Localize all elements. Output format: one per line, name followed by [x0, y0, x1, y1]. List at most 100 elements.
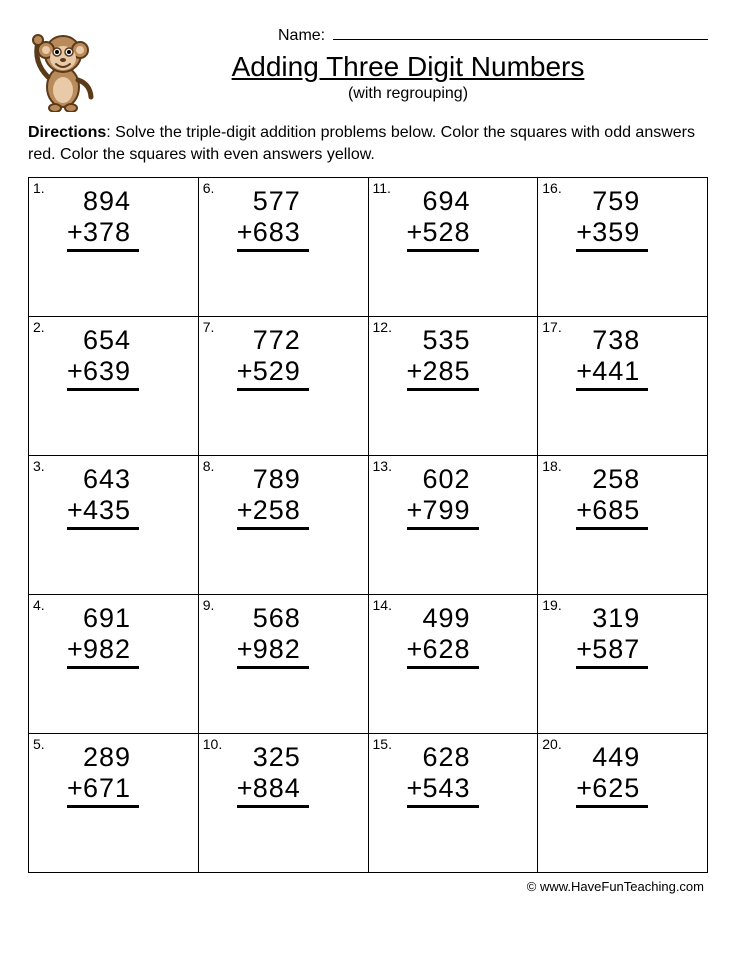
- addend-top: 738: [576, 325, 640, 356]
- problem-cell: 9. 568+982: [198, 595, 368, 734]
- problem-number: 20.: [542, 736, 561, 752]
- problem-number: 3.: [33, 458, 45, 474]
- problem-cell: 10.325+884: [198, 734, 368, 873]
- plus-sign: +: [576, 773, 592, 804]
- addend-bottom: 625: [592, 773, 640, 804]
- footer-credit: © www.HaveFunTeaching.com: [28, 879, 708, 894]
- addend-bottom: 359: [592, 217, 640, 248]
- page-title: Adding Three Digit Numbers: [108, 51, 708, 83]
- addend-bottom: 528: [423, 217, 471, 248]
- addend-bottom-row: +587: [576, 634, 648, 669]
- addition-problem: 449+625: [576, 742, 640, 808]
- addition-problem: 894+378: [67, 186, 131, 252]
- problem-number: 13.: [373, 458, 392, 474]
- addend-top: 789: [237, 464, 301, 495]
- problem-cell: 3.643+435: [29, 456, 199, 595]
- addend-bottom-row: +529: [237, 356, 309, 391]
- addend-bottom-row: +258: [237, 495, 309, 530]
- addend-bottom-row: +683: [237, 217, 309, 252]
- addend-top: 691: [67, 603, 131, 634]
- addend-bottom-row: +435: [67, 495, 139, 530]
- addition-problem: 789+258: [237, 464, 301, 530]
- problem-cell: 19.319+587: [538, 595, 708, 734]
- problem-number: 8.: [203, 458, 215, 474]
- addend-bottom-row: +359: [576, 217, 648, 252]
- addend-bottom: 683: [253, 217, 301, 248]
- page-subtitle: (with regrouping): [108, 85, 708, 103]
- addend-top: 319: [576, 603, 640, 634]
- addition-problem: 577+683: [237, 186, 301, 252]
- addition-problem: 602+799: [407, 464, 471, 530]
- plus-sign: +: [67, 356, 83, 387]
- problem-cell: 8. 789+258: [198, 456, 368, 595]
- plus-sign: +: [576, 217, 592, 248]
- name-input-line[interactable]: [333, 22, 708, 40]
- addend-top: 499: [407, 603, 471, 634]
- addend-bottom: 435: [83, 495, 131, 526]
- problem-number: 14.: [373, 597, 392, 613]
- plus-sign: +: [407, 773, 423, 804]
- addition-problem: 694+528: [407, 186, 471, 252]
- addend-top: 694: [407, 186, 471, 217]
- directions-text: Directions: Solve the triple-digit addit…: [28, 122, 708, 165]
- addition-problem: 654+639: [67, 325, 131, 391]
- addend-bottom: 685: [592, 495, 640, 526]
- addition-problem: 628+543: [407, 742, 471, 808]
- plus-sign: +: [67, 217, 83, 248]
- addition-problem: 499+628: [407, 603, 471, 669]
- addend-bottom: 982: [253, 634, 301, 665]
- plus-sign: +: [67, 634, 83, 665]
- addend-bottom-row: +378: [67, 217, 139, 252]
- addend-bottom: 639: [83, 356, 131, 387]
- problem-number: 6.: [203, 180, 215, 196]
- problem-number: 17.: [542, 319, 561, 335]
- problem-number: 4.: [33, 597, 45, 613]
- problem-cell: 2. 654+639: [29, 317, 199, 456]
- addend-top: 894: [67, 186, 131, 217]
- problem-number: 2.: [33, 319, 45, 335]
- plus-sign: +: [576, 356, 592, 387]
- plus-sign: +: [576, 634, 592, 665]
- addend-bottom-row: +884: [237, 773, 309, 808]
- addend-bottom-row: +639: [67, 356, 139, 391]
- addend-top: 258: [576, 464, 640, 495]
- problem-cell: 12.535+285: [368, 317, 538, 456]
- addend-bottom-row: +685: [576, 495, 648, 530]
- problem-number: 10.: [203, 736, 222, 752]
- plus-sign: +: [237, 356, 253, 387]
- problem-number: 9.: [203, 597, 215, 613]
- plus-sign: +: [407, 495, 423, 526]
- problem-cell: 7. 772+529: [198, 317, 368, 456]
- addend-bottom-row: +441: [576, 356, 648, 391]
- addend-bottom: 529: [253, 356, 301, 387]
- plus-sign: +: [576, 495, 592, 526]
- problem-number: 12.: [373, 319, 392, 335]
- addend-bottom-row: +982: [67, 634, 139, 669]
- plus-sign: +: [237, 217, 253, 248]
- problem-number: 16.: [542, 180, 561, 196]
- problem-number: 18.: [542, 458, 561, 474]
- plus-sign: +: [407, 356, 423, 387]
- problem-number: 7.: [203, 319, 215, 335]
- addend-bottom: 285: [423, 356, 471, 387]
- addition-problem: 289+671: [67, 742, 131, 808]
- problems-grid: 1.894+3786.577+68311.694+52816.759+3592.…: [28, 177, 708, 873]
- addend-top: 577: [237, 186, 301, 217]
- problem-number: 15.: [373, 736, 392, 752]
- addend-bottom: 799: [423, 495, 471, 526]
- plus-sign: +: [67, 495, 83, 526]
- addition-problem: 319+587: [576, 603, 640, 669]
- addend-top: 759: [576, 186, 640, 217]
- addend-bottom: 587: [592, 634, 640, 665]
- plus-sign: +: [407, 217, 423, 248]
- addend-top: 289: [67, 742, 131, 773]
- addend-top: 654: [67, 325, 131, 356]
- addition-problem: 568+982: [237, 603, 301, 669]
- problem-number: 11.: [373, 180, 391, 196]
- name-label: Name:: [278, 27, 325, 45]
- addend-bottom: 628: [423, 634, 471, 665]
- addend-top: 568: [237, 603, 301, 634]
- addend-bottom: 441: [592, 356, 640, 387]
- addend-top: 772: [237, 325, 301, 356]
- addition-problem: 258+685: [576, 464, 640, 530]
